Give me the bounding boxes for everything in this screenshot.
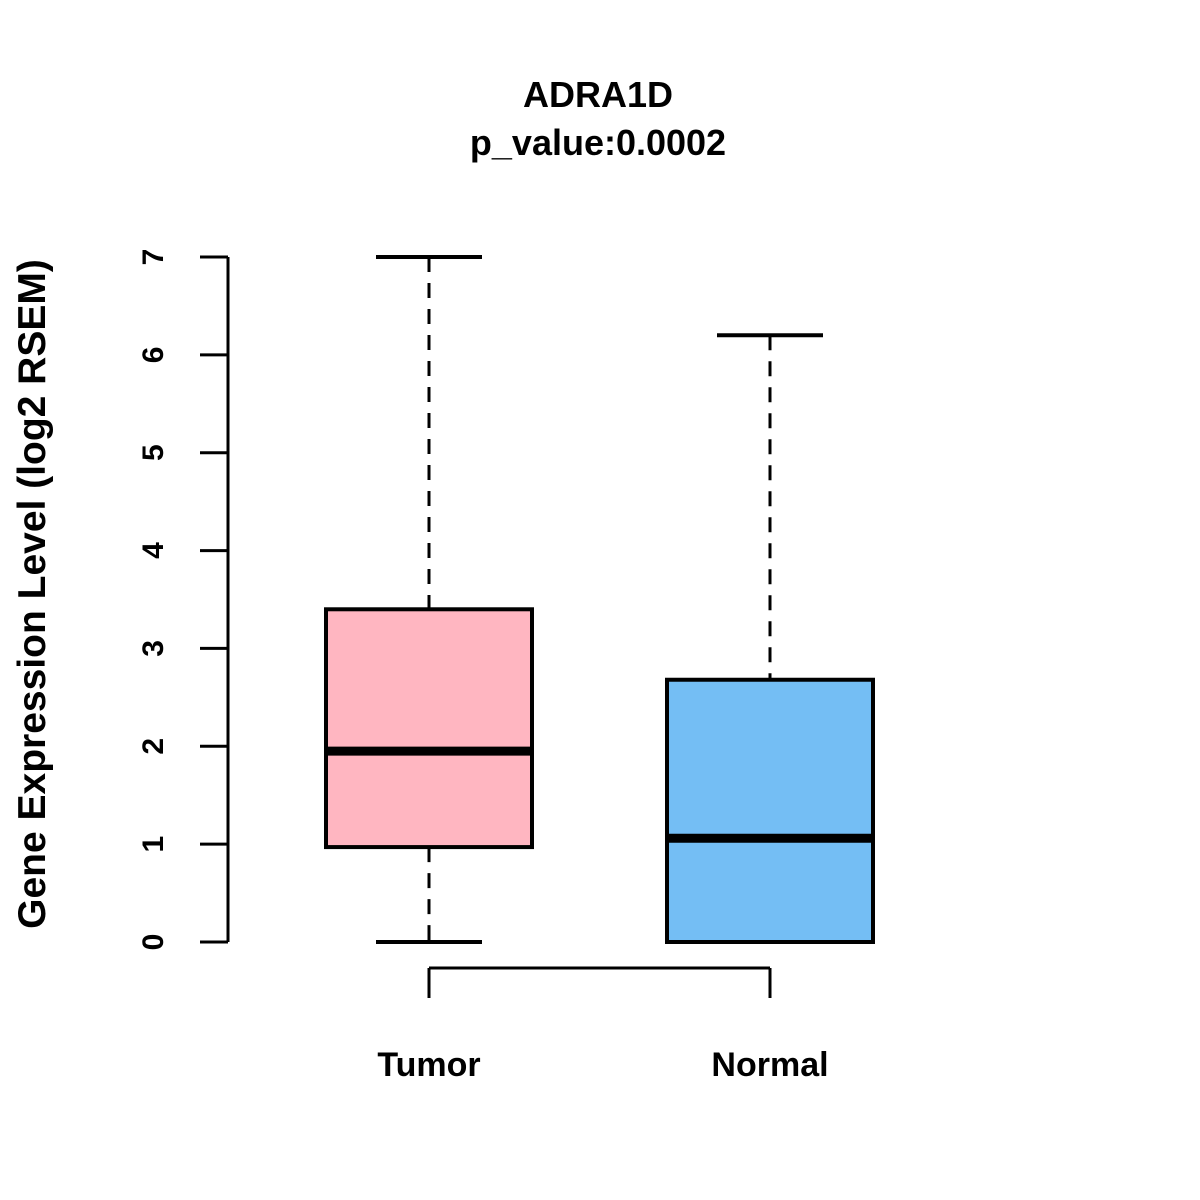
y-axis-tick-label: 5 [137,444,170,461]
tumor-box [324,607,534,850]
normal-box [665,677,875,944]
y-axis-tick-label: 3 [137,640,170,657]
y-axis-label: Gene Expression Level (log2 RSEM) [11,259,54,929]
x-axis-group-label-normal: Normal [711,1046,828,1084]
y-axis-tick-label: 4 [137,542,170,559]
chart-title: ADRA1D [522,74,673,115]
x-axis-group-label-tumor: Tumor [377,1046,480,1084]
y-axis-tick-label: 2 [137,738,170,755]
y-axis-tick-label: 6 [137,347,170,364]
y-axis-tick-label: 7 [137,249,170,266]
chart-subtitle: p_value:0.0002 [469,122,727,163]
y-axis-tick-label: 1 [137,836,170,853]
y-axis-tick-label: 0 [137,934,170,951]
